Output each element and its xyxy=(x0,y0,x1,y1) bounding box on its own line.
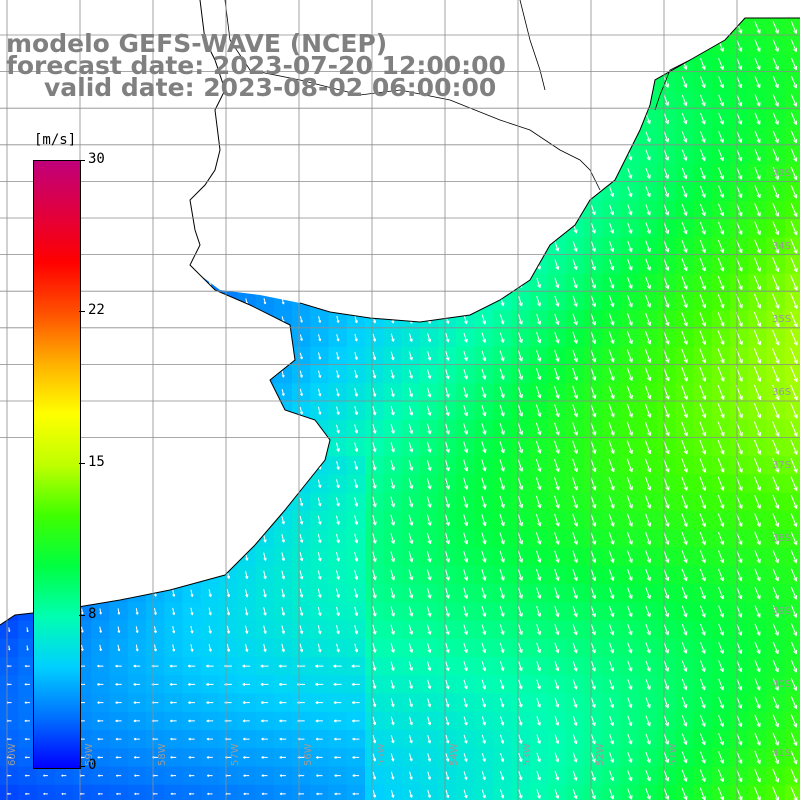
latitude-label: 34S xyxy=(772,241,792,252)
country-border xyxy=(224,0,691,191)
latitude-label: 35S xyxy=(772,314,792,325)
coastline xyxy=(0,0,800,626)
latitude-label: 36S xyxy=(772,387,792,398)
colorbar-tick xyxy=(79,311,85,312)
longitude-label: 60W xyxy=(7,743,18,766)
longitude-label: 58W xyxy=(157,743,168,766)
longitude-label: 52W xyxy=(595,743,606,766)
latitude-label: 37S xyxy=(772,460,792,471)
colorbar-tick xyxy=(79,160,85,161)
latitude-label: 38S xyxy=(772,533,792,544)
colorbar xyxy=(33,160,81,769)
title-forecast-date: forecast date: 2023-07-20 12:00:00 xyxy=(6,51,506,80)
land-mass-south xyxy=(0,0,330,625)
colorbar-tick-label: 30 xyxy=(88,151,105,167)
colorbar-tick-label: 22 xyxy=(88,302,105,318)
colorbar-tick xyxy=(79,766,85,767)
title-model: modelo GEFS-WAVE (NCEP) xyxy=(6,29,388,58)
land-mass xyxy=(0,0,800,322)
colorbar-unit-label: [m/s] xyxy=(34,132,77,148)
longitude-label: 59W xyxy=(84,743,95,766)
colorbar-tick-label: 8 xyxy=(88,606,97,622)
longitude-label: 56W xyxy=(303,743,314,766)
latitude-label: 39S xyxy=(772,606,792,617)
colorbar-tick xyxy=(79,615,85,616)
longitude-label: 55W xyxy=(376,743,387,766)
latitude-label: 33S xyxy=(772,168,792,179)
colorbar-tick-label: 15 xyxy=(88,454,105,470)
latitude-label: 41S xyxy=(772,748,792,759)
longitude-label: 54W xyxy=(449,743,460,766)
latitude-label: 40S xyxy=(772,679,792,690)
colorbar-tick-label: 0 xyxy=(88,757,97,773)
longitude-label: 53W xyxy=(522,743,533,766)
longitude-label: 57W xyxy=(230,743,241,766)
title-valid-date: valid date: 2023-08-02 06:00:00 xyxy=(44,73,497,102)
longitude-label: 51W xyxy=(668,743,679,766)
colorbar-tick xyxy=(79,463,85,464)
